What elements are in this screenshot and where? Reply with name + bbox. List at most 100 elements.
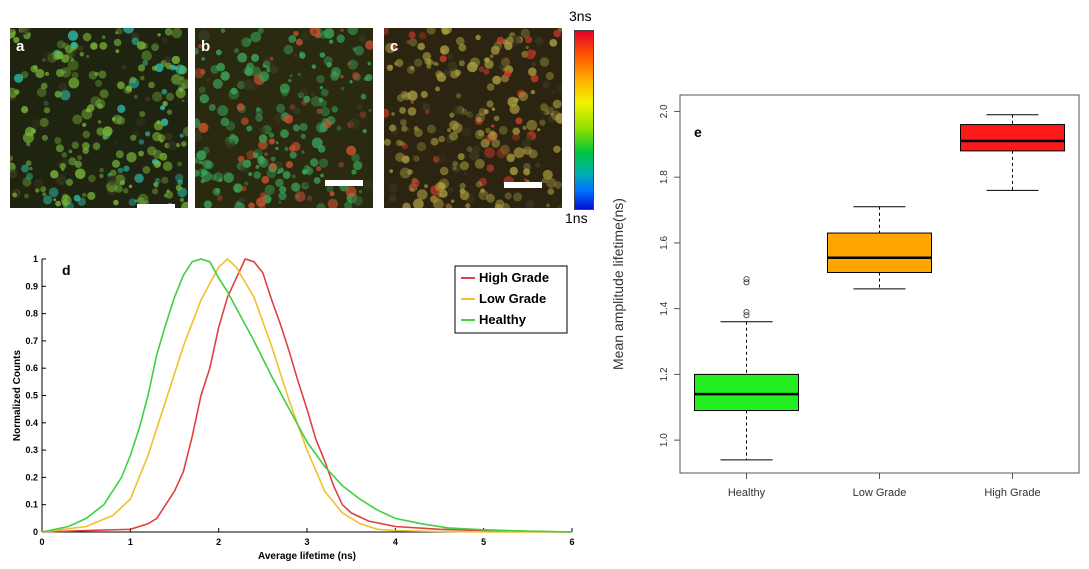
y-tick-label: 1.0 (659, 433, 670, 447)
chart-d-lifetime-histogram: 0 1 2 3 4 5 6 0 0.1 0.2 0.3 0.4 0.5 0.6 0.7 0.8 0.9 1 Aver… (12, 254, 575, 562)
texture-speck (102, 126, 113, 137)
texture-speck (177, 161, 182, 167)
texture-speck (145, 131, 151, 137)
micrograph-a-texture (10, 28, 188, 208)
texture-speck (289, 145, 296, 152)
texture-speck (95, 79, 103, 87)
texture-speck (294, 191, 306, 203)
texture-speck (505, 57, 509, 61)
texture-speck (433, 155, 440, 163)
texture-speck (305, 164, 309, 168)
texture-speck (426, 63, 432, 69)
texture-speck (462, 127, 472, 137)
texture-speck (161, 37, 169, 45)
texture-speck (362, 129, 367, 134)
texture-speck (289, 74, 293, 78)
texture-speck (319, 85, 324, 90)
texture-speck (270, 156, 276, 162)
texture-speck (253, 171, 261, 179)
texture-speck (283, 114, 294, 124)
texture-speck (117, 104, 126, 113)
texture-speck (246, 62, 255, 71)
texture-speck (432, 61, 437, 66)
texture-speck (152, 131, 162, 142)
texture-speck (515, 117, 523, 125)
texture-speck (358, 190, 362, 194)
texture-speck (234, 48, 239, 54)
texture-speck (426, 124, 436, 134)
texture-speck (134, 95, 138, 99)
texture-speck (525, 49, 536, 60)
texture-speck (303, 95, 311, 103)
texture-speck (202, 159, 212, 169)
texture-speck (248, 202, 255, 208)
texture-speck (459, 190, 470, 201)
texture-speck (395, 59, 404, 67)
texture-speck (210, 174, 217, 181)
texture-speck (293, 30, 299, 37)
texture-speck (550, 90, 555, 95)
texture-speck (300, 133, 306, 139)
texture-speck (526, 199, 535, 208)
legend-label: High Grade (479, 270, 549, 285)
texture-speck (293, 107, 301, 115)
texture-speck (453, 105, 463, 116)
texture-speck (484, 59, 494, 69)
texture-speck (449, 112, 455, 118)
texture-speck (53, 49, 61, 57)
texture-speck (158, 179, 163, 184)
texture-speck (439, 55, 447, 63)
series-line-healthy (41, 258, 573, 533)
texture-speck (315, 122, 327, 133)
texture-speck (385, 42, 396, 54)
texture-speck (43, 51, 55, 63)
x-tick-label: 3 (304, 537, 309, 547)
texture-speck (547, 114, 557, 123)
texture-speck (475, 181, 483, 188)
texture-speck (489, 54, 494, 59)
texture-speck (531, 61, 537, 67)
texture-speck (175, 173, 184, 183)
texture-speck (144, 96, 151, 102)
texture-speck (252, 152, 259, 158)
texture-speck (530, 90, 535, 95)
texture-speck (409, 187, 414, 192)
texture-speck (416, 189, 428, 200)
texture-speck (161, 176, 169, 184)
texture-speck (278, 191, 287, 201)
y-tick-label: 0.1 (25, 500, 38, 510)
texture-speck (35, 188, 40, 193)
texture-speck (523, 162, 531, 171)
texture-speck (128, 198, 137, 206)
texture-speck (43, 195, 53, 205)
texture-speck (279, 83, 290, 94)
texture-speck (220, 28, 226, 33)
texture-speck (541, 178, 547, 184)
x-tick-label: 0 (39, 537, 44, 547)
texture-speck (522, 125, 527, 130)
texture-speck (317, 145, 326, 153)
texture-speck (546, 203, 550, 208)
texture-speck (299, 88, 308, 98)
texture-speck (195, 68, 205, 79)
texture-speck (240, 69, 246, 74)
texture-speck (248, 172, 253, 177)
texture-speck (70, 57, 75, 62)
texture-speck (77, 45, 84, 52)
texture-speck (215, 188, 221, 193)
texture-speck (197, 44, 203, 49)
texture-speck (179, 197, 185, 203)
texture-speck (106, 175, 117, 186)
texture-speck (347, 59, 358, 70)
texture-speck (90, 42, 98, 50)
texture-speck (435, 182, 446, 192)
texture-speck (230, 87, 238, 95)
texture-speck (112, 159, 120, 168)
texture-speck (170, 64, 176, 70)
x-tick-label: Low Grade (853, 487, 907, 499)
texture-speck (217, 195, 223, 201)
texture-speck (384, 28, 389, 35)
texture-speck (545, 106, 554, 115)
texture-speck (21, 106, 29, 114)
texture-speck (536, 163, 541, 167)
